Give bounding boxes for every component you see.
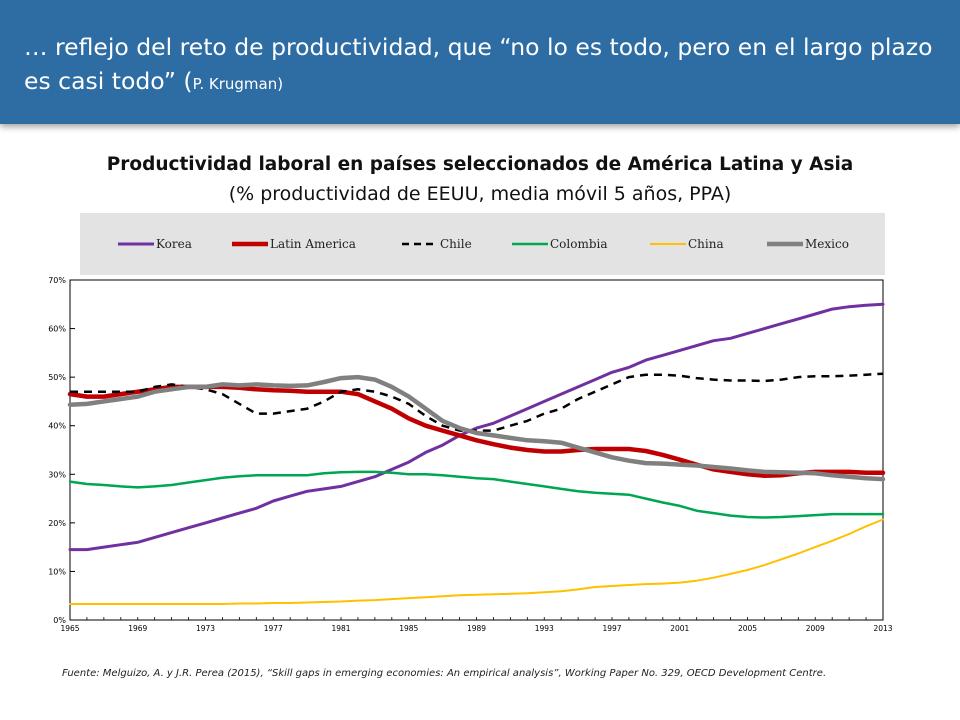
source-note: Fuente: Melguizo, A. y J.R. Perea (2015)…: [62, 668, 827, 679]
x-tick-label: 2001: [670, 624, 689, 633]
slide-title: … reflejo del reto de productividad, que…: [24, 30, 944, 101]
y-tick-label: 30%: [48, 470, 66, 479]
legend-label-china: China: [688, 237, 724, 251]
chart-title: Productividad laboral en países seleccio…: [106, 154, 854, 175]
y-tick-label: 60%: [48, 325, 66, 334]
series-line-china: [69, 518, 884, 605]
legend-label-chile: Chile: [440, 237, 472, 251]
legend-label-korea: Korea: [156, 237, 192, 251]
series-line-mexico: [67, 374, 886, 482]
y-tick-label: 0%: [53, 616, 66, 625]
series-line-korea: [68, 302, 885, 552]
x-tick-label: 1993: [535, 624, 554, 633]
y-tick-label: 50%: [48, 373, 66, 382]
legend-label-mexico: Mexico: [805, 237, 849, 251]
chart-subtitle: (% productividad de EEUU, media móvil 5 …: [228, 183, 732, 205]
x-tick-label: 2005: [738, 624, 757, 633]
x-tick-label: 1981: [331, 624, 350, 633]
series-line-chile: [70, 372, 884, 432]
legend-label-colombia: Colombia: [550, 237, 608, 251]
slide-title-attribution: P. Krugman: [192, 75, 278, 93]
legend-box: [80, 213, 885, 275]
x-tick-label: 1977: [264, 624, 283, 633]
x-tick-label: 1973: [196, 624, 215, 633]
x-tick-label: 2013: [873, 624, 892, 633]
y-tick-label: 10%: [48, 567, 66, 576]
slide-title-close: ): [277, 75, 284, 93]
x-tick-label: 1985: [399, 624, 418, 633]
x-tick-label: 2009: [806, 624, 825, 633]
y-tick-label: 70%: [48, 276, 66, 285]
x-tick-label: 1969: [128, 624, 147, 633]
legend-label-latin-america: Latin America: [270, 237, 356, 251]
x-tick-label: 1997: [602, 624, 621, 633]
title-banner: … reflejo del reto de productividad, que…: [0, 0, 960, 124]
y-tick-label: 40%: [48, 422, 66, 431]
slide-title-main: … reflejo del reto de productividad, que…: [24, 33, 933, 95]
x-tick-label: 1965: [60, 624, 79, 633]
y-tick-label: 20%: [48, 519, 66, 528]
x-tick-label: 1989: [467, 624, 486, 633]
series-line-colombia: [68, 470, 885, 519]
